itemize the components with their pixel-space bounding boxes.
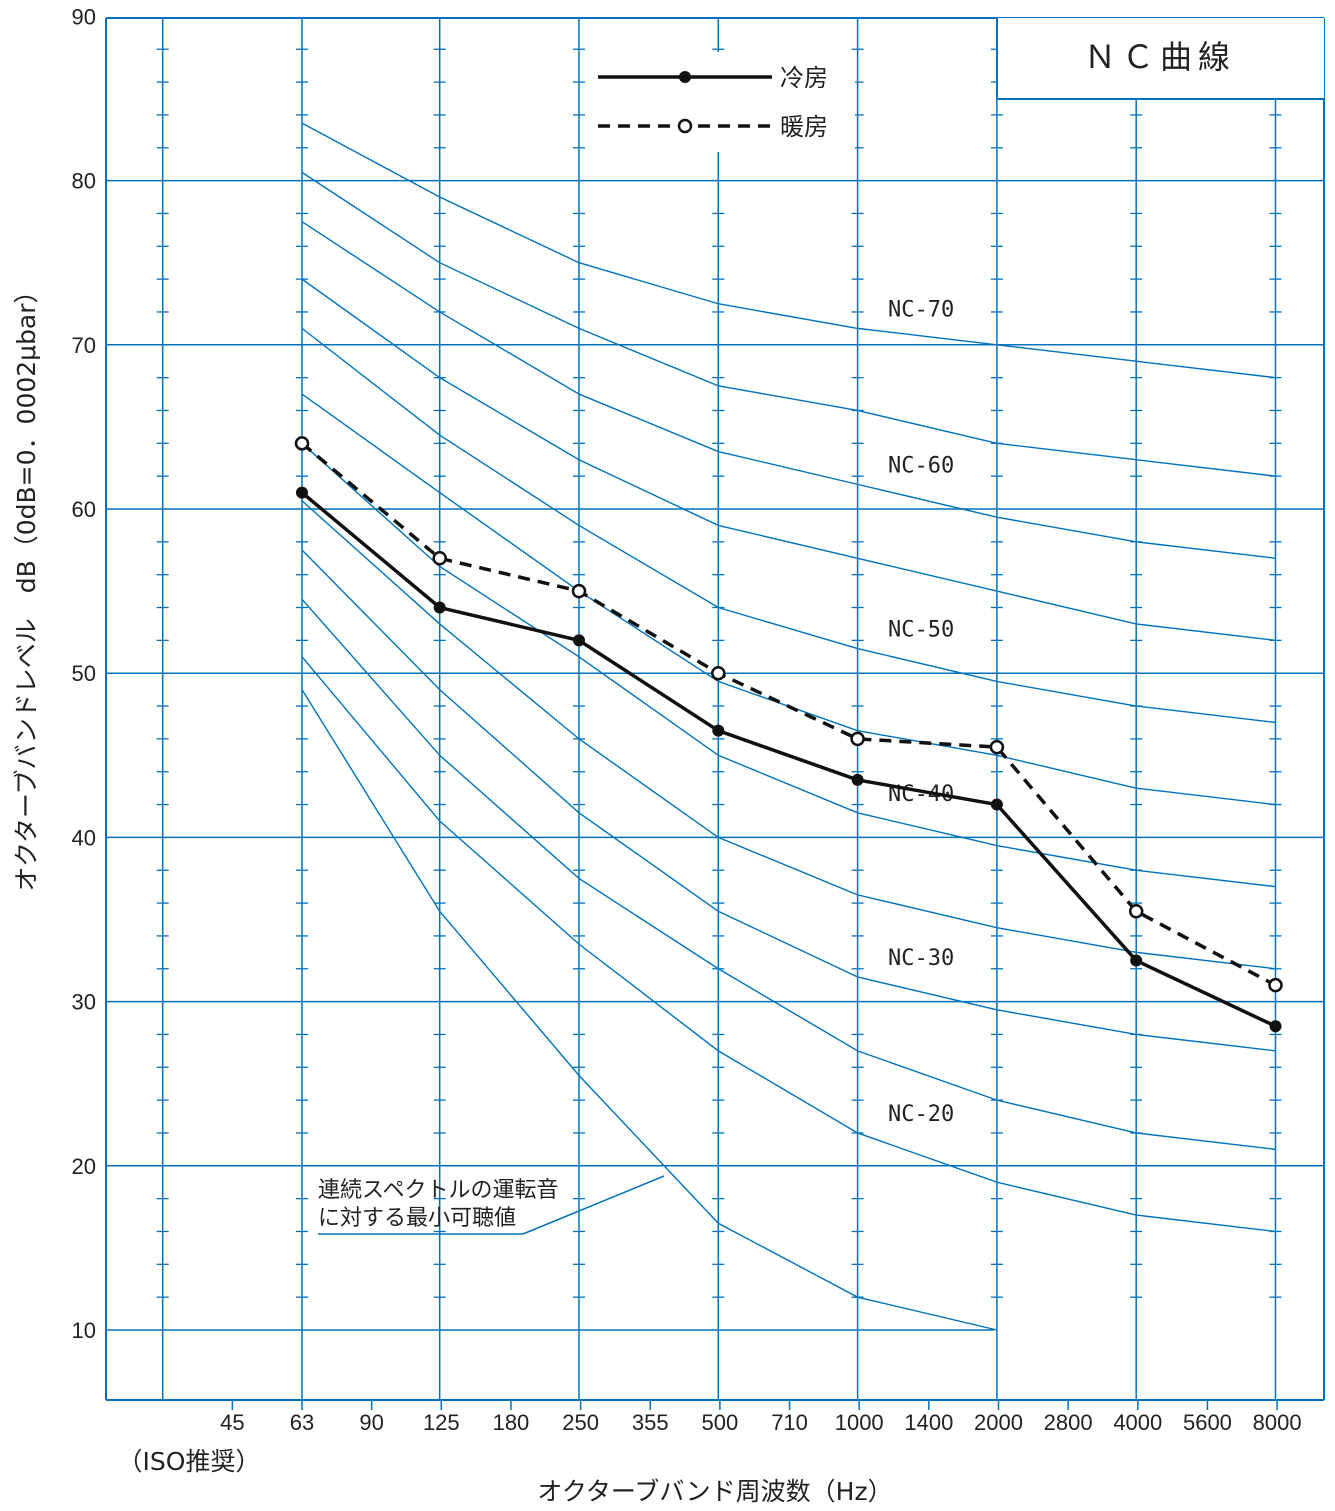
nc-curve — [301, 221, 1276, 559]
data-point-cooling — [990, 798, 1003, 811]
legend-cooling-label: 冷房 — [780, 64, 828, 92]
data-point-cooling — [851, 773, 864, 786]
threshold-annotation: 連続スペクトルの運転音 に対する最小可聴値 — [318, 1175, 665, 1235]
legend: 冷房 暖房 — [590, 52, 855, 152]
legend-heating-marker — [677, 118, 693, 134]
grid: 10 20 30 40 50 60 70 80 90 45 63 90 125 180 250 355 500 7… — [72, 4, 1325, 1435]
nc-curve-label: NC-70 — [888, 297, 954, 322]
axis-labels: オクターブバンド周波数（Hz） （ISO推奨） オクターブバンドレベル dB（0… — [12, 278, 893, 1506]
x-tick-label: 2000 — [974, 1410, 1023, 1435]
nc-curve-label: NC-20 — [888, 1102, 954, 1127]
x-tick-label: 180 — [493, 1410, 530, 1435]
x-tick-label: 710 — [771, 1410, 808, 1435]
x-tick-label: 125 — [423, 1410, 460, 1435]
y-tick-label: 40 — [72, 825, 96, 850]
nc-curve — [301, 442, 1276, 888]
y-tick-label: 90 — [72, 4, 96, 29]
nc-curve — [301, 278, 1276, 642]
data-point-heating — [989, 739, 1005, 755]
nc-curve — [301, 327, 1276, 724]
x-tick-label: 1400 — [904, 1410, 953, 1435]
series-line-cooling — [300, 491, 1277, 1028]
nc-curve-label: NC-50 — [888, 618, 954, 643]
y-tick-label: 70 — [72, 333, 96, 358]
data-point-cooling — [296, 486, 308, 499]
data-point-heating — [432, 551, 447, 566]
x-axis-note: （ISO推奨） — [118, 1447, 261, 1476]
x-tick-label: 8000 — [1253, 1410, 1302, 1435]
y-tick-label: 60 — [72, 497, 96, 522]
x-tick-label: 500 — [702, 1410, 739, 1435]
data-point-heating — [1268, 977, 1283, 993]
y-tick-label: 20 — [72, 1154, 96, 1179]
data-point-heating — [1128, 904, 1144, 919]
y-tick-label: 10 — [72, 1318, 96, 1343]
nc-curve — [301, 122, 1276, 379]
legend-cooling-marker — [679, 71, 691, 83]
series-line-heating — [300, 441, 1277, 987]
x-tick-label: 90 — [359, 1410, 383, 1435]
data-point-heating — [711, 665, 726, 681]
data-point-cooling — [572, 634, 585, 647]
data-point-cooling — [433, 601, 446, 614]
threshold-curve — [301, 689, 998, 1331]
x-axis-title: オクターブバンド周波数（Hz） — [537, 1477, 892, 1506]
title-box: ＮＣ曲線 — [996, 18, 1324, 100]
data-point-heating — [571, 583, 587, 599]
data-point-heating — [294, 436, 310, 451]
nc-curve — [301, 393, 1276, 806]
x-tick-label: 355 — [632, 1410, 669, 1435]
nc-curve — [301, 598, 1276, 1151]
nc-curve — [301, 549, 1276, 1052]
threshold-label-line2: に対する最小可聴値 — [318, 1206, 516, 1231]
data-point-cooling — [712, 724, 725, 737]
threshold-label-line1: 連続スペクトルの運転音 — [318, 1178, 558, 1203]
x-tick-label: 1000 — [835, 1410, 884, 1435]
x-tick-label: 45 — [220, 1410, 244, 1435]
data-point-cooling — [1269, 1020, 1282, 1033]
nc-curve — [301, 656, 1276, 1233]
chart-title: ＮＣ曲線 — [1084, 38, 1236, 76]
y-tick-label: 80 — [72, 169, 96, 194]
y-axis-title: オクターブバンドレベル dB（0dB=0．0002μbar） — [12, 278, 41, 891]
nc-curve — [301, 500, 1276, 970]
x-tick-label: 5600 — [1183, 1410, 1232, 1435]
nc-curve-label: NC-60 — [888, 453, 954, 478]
data-point-cooling — [1130, 954, 1143, 967]
nc-curve-label: NC-30 — [888, 946, 954, 971]
x-tick-label: 250 — [562, 1410, 599, 1435]
x-tick-label: 63 — [290, 1410, 314, 1435]
nc-curve — [301, 171, 1276, 477]
series-group — [294, 436, 1283, 1033]
y-tick-label: 30 — [72, 990, 96, 1015]
data-point-heating — [850, 731, 865, 747]
y-tick-label: 50 — [72, 661, 96, 686]
legend-heating-label: 暖房 — [780, 113, 828, 141]
x-tick-label: 4000 — [1113, 1410, 1162, 1435]
x-tick-label: 2800 — [1044, 1410, 1093, 1435]
